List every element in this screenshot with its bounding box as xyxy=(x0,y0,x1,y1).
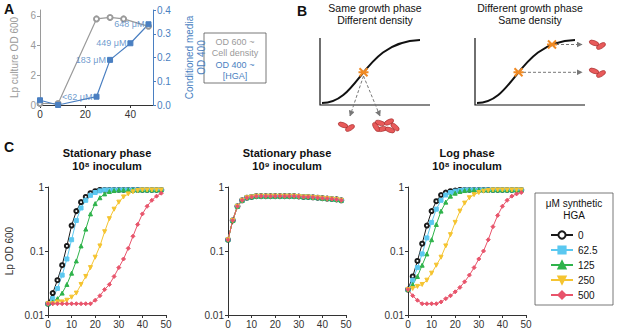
svg-text:Cell density: Cell density xyxy=(212,48,259,58)
svg-text:10⁸ inoculum: 10⁸ inoculum xyxy=(432,160,502,172)
svg-text:B: B xyxy=(297,3,307,19)
svg-text:Stationary phase: Stationary phase xyxy=(63,147,152,159)
svg-text:0: 0 xyxy=(405,319,411,330)
svg-text:1: 1 xyxy=(398,182,404,193)
svg-text:20: 20 xyxy=(90,319,102,330)
svg-text:40: 40 xyxy=(317,319,329,330)
svg-text:50: 50 xyxy=(340,319,352,330)
svg-text:30: 30 xyxy=(113,319,125,330)
svg-text:0.0: 0.0 xyxy=(157,100,171,111)
svg-text:0.01: 0.01 xyxy=(25,310,45,321)
svg-text:OD 600 ~: OD 600 ~ xyxy=(216,37,255,47)
svg-text:A: A xyxy=(4,1,14,17)
svg-text:0.2: 0.2 xyxy=(157,52,171,63)
svg-text:Log phase: Log phase xyxy=(439,147,494,159)
svg-text:250: 250 xyxy=(578,275,595,286)
svg-text:μM synthetic: μM synthetic xyxy=(546,198,602,209)
svg-text:HGA: HGA xyxy=(563,210,585,221)
svg-text:30: 30 xyxy=(473,319,485,330)
svg-text:0.1: 0.1 xyxy=(157,76,171,87)
svg-text:449 μM: 449 μM xyxy=(96,38,126,48)
svg-text:OD 400: OD 400 xyxy=(196,40,207,75)
svg-text:183 μM: 183 μM xyxy=(76,55,106,65)
svg-text:50: 50 xyxy=(520,319,532,330)
svg-text:0.3: 0.3 xyxy=(157,28,171,39)
svg-text:0.01: 0.01 xyxy=(385,310,405,321)
svg-text:Same growth phase: Same growth phase xyxy=(328,2,422,14)
svg-text:C: C xyxy=(4,139,14,155)
svg-text:<62 μM: <62 μM xyxy=(62,92,92,102)
svg-text:0.4: 0.4 xyxy=(157,5,171,16)
svg-text:500: 500 xyxy=(578,290,595,301)
svg-text:6: 6 xyxy=(30,10,36,21)
svg-text:[HGA]: [HGA] xyxy=(223,71,248,81)
svg-text:125: 125 xyxy=(578,260,595,271)
svg-text:Lp OD 600: Lp OD 600 xyxy=(4,226,15,275)
svg-text:0.01: 0.01 xyxy=(205,310,225,321)
svg-text:2: 2 xyxy=(30,70,36,81)
svg-text:Stationary phase: Stationary phase xyxy=(243,147,332,159)
svg-text:10: 10 xyxy=(246,319,258,330)
svg-text:62.5: 62.5 xyxy=(578,245,598,256)
svg-text:0: 0 xyxy=(30,100,36,111)
svg-text:20: 20 xyxy=(450,319,462,330)
svg-text:OD 400 ~: OD 400 ~ xyxy=(216,60,255,70)
svg-text:40: 40 xyxy=(497,319,509,330)
svg-text:Same density: Same density xyxy=(498,14,562,26)
svg-text:0: 0 xyxy=(578,230,584,241)
svg-text:1: 1 xyxy=(38,182,44,193)
svg-text:4: 4 xyxy=(30,40,36,51)
svg-text:10⁹ inoculum: 10⁹ inoculum xyxy=(252,160,322,172)
svg-text:50: 50 xyxy=(160,319,172,330)
svg-text:0.1: 0.1 xyxy=(30,246,44,257)
svg-text:0: 0 xyxy=(45,319,51,330)
svg-text:0: 0 xyxy=(225,319,231,330)
svg-text:10⁸ inoculum: 10⁸ inoculum xyxy=(72,160,142,172)
svg-text:20: 20 xyxy=(270,319,282,330)
svg-text:Different growth phase: Different growth phase xyxy=(477,2,583,14)
svg-text:Different density: Different density xyxy=(337,14,413,26)
svg-text:Conditioned media: Conditioned media xyxy=(184,15,195,99)
svg-text:40: 40 xyxy=(137,319,149,330)
svg-text:0: 0 xyxy=(37,109,43,120)
svg-text:0.1: 0.1 xyxy=(390,246,404,257)
svg-text:1: 1 xyxy=(218,182,224,193)
svg-text:30: 30 xyxy=(293,319,305,330)
svg-text:20: 20 xyxy=(80,109,92,120)
svg-text:Lp culture OD 600: Lp culture OD 600 xyxy=(9,16,20,98)
svg-text:648 μM: 648 μM xyxy=(114,19,144,29)
svg-text:10: 10 xyxy=(426,319,438,330)
svg-text:10: 10 xyxy=(66,319,78,330)
svg-text:40: 40 xyxy=(125,109,137,120)
svg-text:0.1: 0.1 xyxy=(210,246,224,257)
